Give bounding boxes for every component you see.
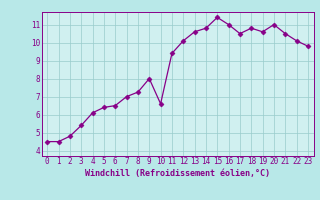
X-axis label: Windchill (Refroidissement éolien,°C): Windchill (Refroidissement éolien,°C) xyxy=(85,169,270,178)
